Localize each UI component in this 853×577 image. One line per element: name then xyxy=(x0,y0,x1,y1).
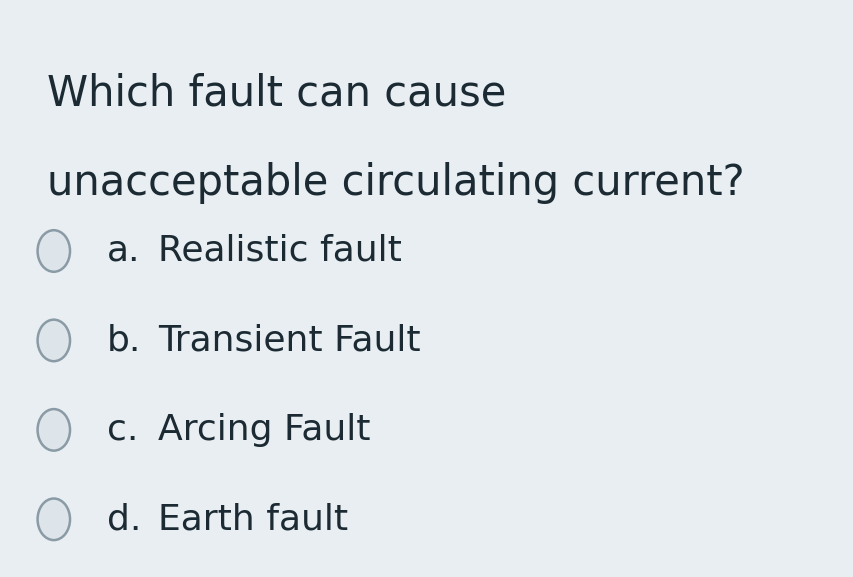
Ellipse shape xyxy=(38,230,70,272)
Text: a.: a. xyxy=(107,234,140,268)
Text: d.: d. xyxy=(107,503,141,536)
Text: Realistic fault: Realistic fault xyxy=(158,234,402,268)
Text: b.: b. xyxy=(107,324,141,357)
Text: Which fault can cause: Which fault can cause xyxy=(47,72,506,114)
Text: Earth fault: Earth fault xyxy=(158,503,348,536)
Text: Arcing Fault: Arcing Fault xyxy=(158,413,370,447)
Ellipse shape xyxy=(38,320,70,361)
Ellipse shape xyxy=(38,409,70,451)
Text: Transient Fault: Transient Fault xyxy=(158,324,421,357)
Ellipse shape xyxy=(38,499,70,540)
Text: c.: c. xyxy=(107,413,138,447)
Text: unacceptable circulating current?: unacceptable circulating current? xyxy=(47,162,744,204)
